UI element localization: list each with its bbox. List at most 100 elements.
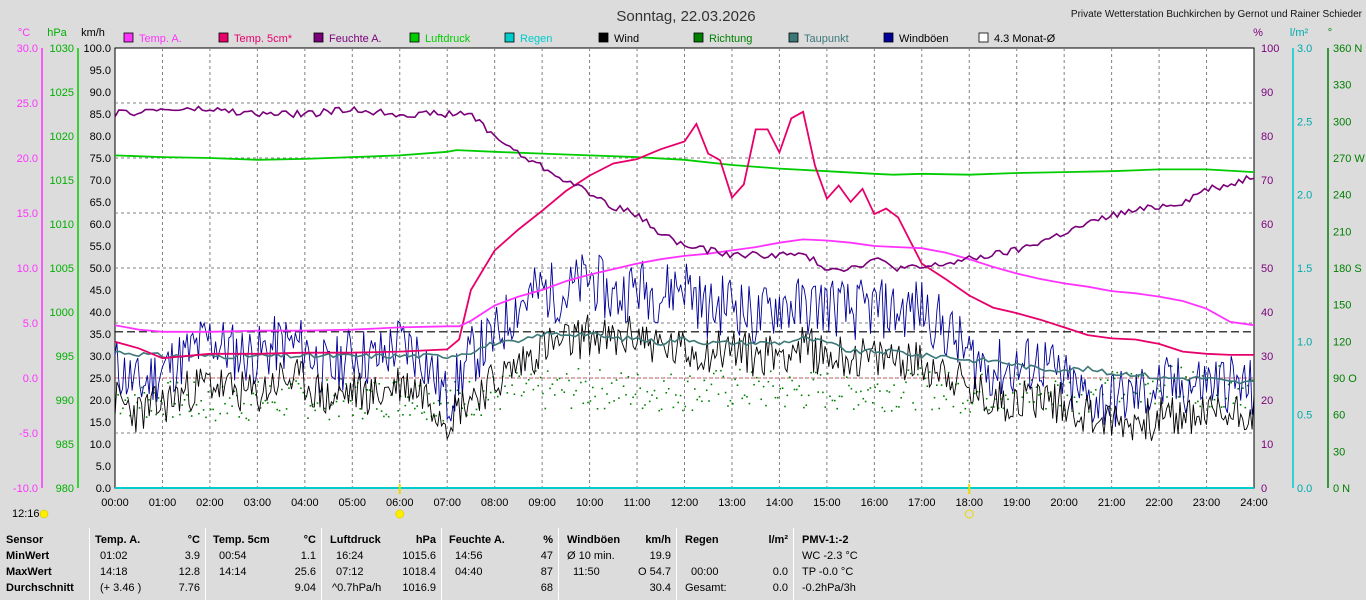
series-direction-point bbox=[995, 398, 997, 400]
series-direction-point bbox=[250, 404, 252, 406]
series-direction-point bbox=[769, 370, 772, 373]
axis-tick-rain_lm2: 2.5 bbox=[1297, 116, 1312, 128]
series-direction-point bbox=[535, 370, 537, 372]
series-direction-point bbox=[1026, 392, 1028, 394]
legend-swatch bbox=[883, 32, 894, 43]
series-direction-point bbox=[328, 418, 331, 421]
series-direction-point bbox=[347, 395, 350, 397]
sensor-header: Sensor bbox=[6, 534, 44, 546]
series-direction-point bbox=[459, 392, 461, 394]
series-direction-point bbox=[836, 407, 838, 410]
series-direction-point bbox=[848, 384, 850, 387]
series-direction-point bbox=[622, 385, 625, 387]
axis-tick-humidity_pct: 0 bbox=[1261, 483, 1267, 495]
legend-label: Wind bbox=[614, 33, 639, 45]
series-direction-point bbox=[815, 371, 817, 374]
series-direction-point bbox=[1166, 396, 1168, 398]
windboeen-unit: km/h bbox=[645, 534, 671, 546]
series-direction-point bbox=[148, 399, 150, 401]
regen-header: Regen bbox=[685, 534, 719, 546]
series-direction-point bbox=[1227, 383, 1230, 386]
axis-tick-wind_kmh: 35.0 bbox=[90, 329, 111, 341]
series-direction-point bbox=[684, 405, 687, 408]
temp-a-max-value: 12.8 bbox=[178, 566, 200, 578]
series-direction-point bbox=[701, 400, 703, 403]
series-direction-point bbox=[143, 392, 146, 394]
axis-tick-wind_kmh: 70.0 bbox=[90, 175, 111, 187]
series-direction-point bbox=[466, 414, 468, 417]
legend-swatch bbox=[218, 32, 229, 43]
series-direction-point bbox=[1192, 371, 1194, 373]
grid bbox=[115, 48, 1254, 488]
series-direction-point bbox=[285, 408, 288, 410]
series-direction-point bbox=[1225, 397, 1228, 400]
series-direction-point bbox=[964, 407, 967, 410]
series-direction-point bbox=[1071, 410, 1073, 412]
series-direction-point bbox=[705, 389, 708, 392]
series-direction-point bbox=[138, 407, 141, 409]
series-direction-point bbox=[997, 407, 1000, 409]
axis-tick-pressure_hpa: 985 bbox=[56, 439, 74, 451]
series-direction-point bbox=[900, 397, 902, 399]
series-direction-point bbox=[881, 406, 884, 409]
series-direction-point bbox=[758, 380, 760, 383]
series-direction-point bbox=[240, 412, 243, 414]
series-direction-point bbox=[554, 394, 556, 396]
series-direction-point bbox=[943, 395, 945, 397]
series-direction-point bbox=[307, 417, 309, 419]
axis-tick-direction_deg: 270 W bbox=[1333, 153, 1365, 165]
series-direction-point bbox=[573, 394, 575, 396]
axis-unit-percent: % bbox=[1253, 27, 1263, 39]
luftdruck-header: Luftdruck bbox=[330, 534, 381, 546]
series-direction-point bbox=[1054, 380, 1057, 383]
series-direction-point bbox=[831, 399, 834, 402]
series-direction-point bbox=[316, 402, 319, 404]
legend-label: 4.3 Monat-Ø bbox=[994, 33, 1056, 45]
series-direction-point bbox=[993, 406, 995, 408]
axis-tick-rain_lm2: 0.5 bbox=[1297, 410, 1312, 422]
series-direction-point bbox=[686, 380, 689, 383]
series-direction-point bbox=[708, 400, 710, 402]
series-direction-point bbox=[153, 392, 155, 394]
series-direction-point bbox=[639, 387, 641, 389]
series-direction-point bbox=[162, 413, 165, 416]
axis-tick-temp_c: 30.0 bbox=[17, 43, 38, 55]
axis-tick-time: 04:00 bbox=[291, 497, 319, 509]
row-label-min: MinWert bbox=[6, 550, 50, 562]
series-direction-point bbox=[1073, 396, 1076, 398]
series-direction-point bbox=[599, 369, 601, 371]
series-direction-point bbox=[936, 384, 938, 386]
axis-tick-rain_lm2: 0.0 bbox=[1297, 483, 1312, 495]
row-label-max: MaxWert bbox=[6, 566, 52, 578]
series-direction-point bbox=[746, 396, 748, 398]
series-direction-point bbox=[1066, 394, 1069, 397]
series-direction-point bbox=[629, 403, 632, 405]
series-direction-point bbox=[1185, 376, 1187, 378]
series-direction-point bbox=[1080, 393, 1083, 396]
luftdruck-max-time: 07:12 bbox=[336, 566, 364, 578]
series-direction-point bbox=[634, 393, 637, 396]
series-direction-point bbox=[788, 376, 791, 378]
axis-tick-rain_lm2: 1.0 bbox=[1297, 336, 1312, 348]
axis-tick-direction_deg: 360 N bbox=[1333, 43, 1362, 55]
series-direction-point bbox=[824, 406, 827, 408]
series-direction-point bbox=[779, 387, 781, 390]
series-direction-point bbox=[703, 379, 706, 382]
series-direction-point bbox=[231, 405, 233, 407]
series-direction-point bbox=[425, 418, 428, 421]
series-direction-point bbox=[176, 381, 179, 384]
series-direction-point bbox=[129, 414, 131, 417]
series-direction-point bbox=[762, 385, 765, 388]
series-direction-point bbox=[238, 416, 240, 418]
series-direction-point bbox=[1106, 379, 1109, 381]
axis-tick-temp_c: 20.0 bbox=[17, 153, 38, 165]
series-direction-point bbox=[290, 383, 293, 385]
series-direction-point bbox=[342, 400, 345, 402]
series-direction-point bbox=[190, 415, 193, 417]
axis-unit-hpa: hPa bbox=[47, 27, 67, 39]
series-direction-point bbox=[594, 395, 596, 398]
series-direction-point bbox=[150, 410, 153, 412]
series-direction-point bbox=[247, 419, 250, 421]
series-direction-point bbox=[288, 387, 290, 389]
axis-tick-pressure_hpa: 1030 bbox=[50, 43, 74, 55]
